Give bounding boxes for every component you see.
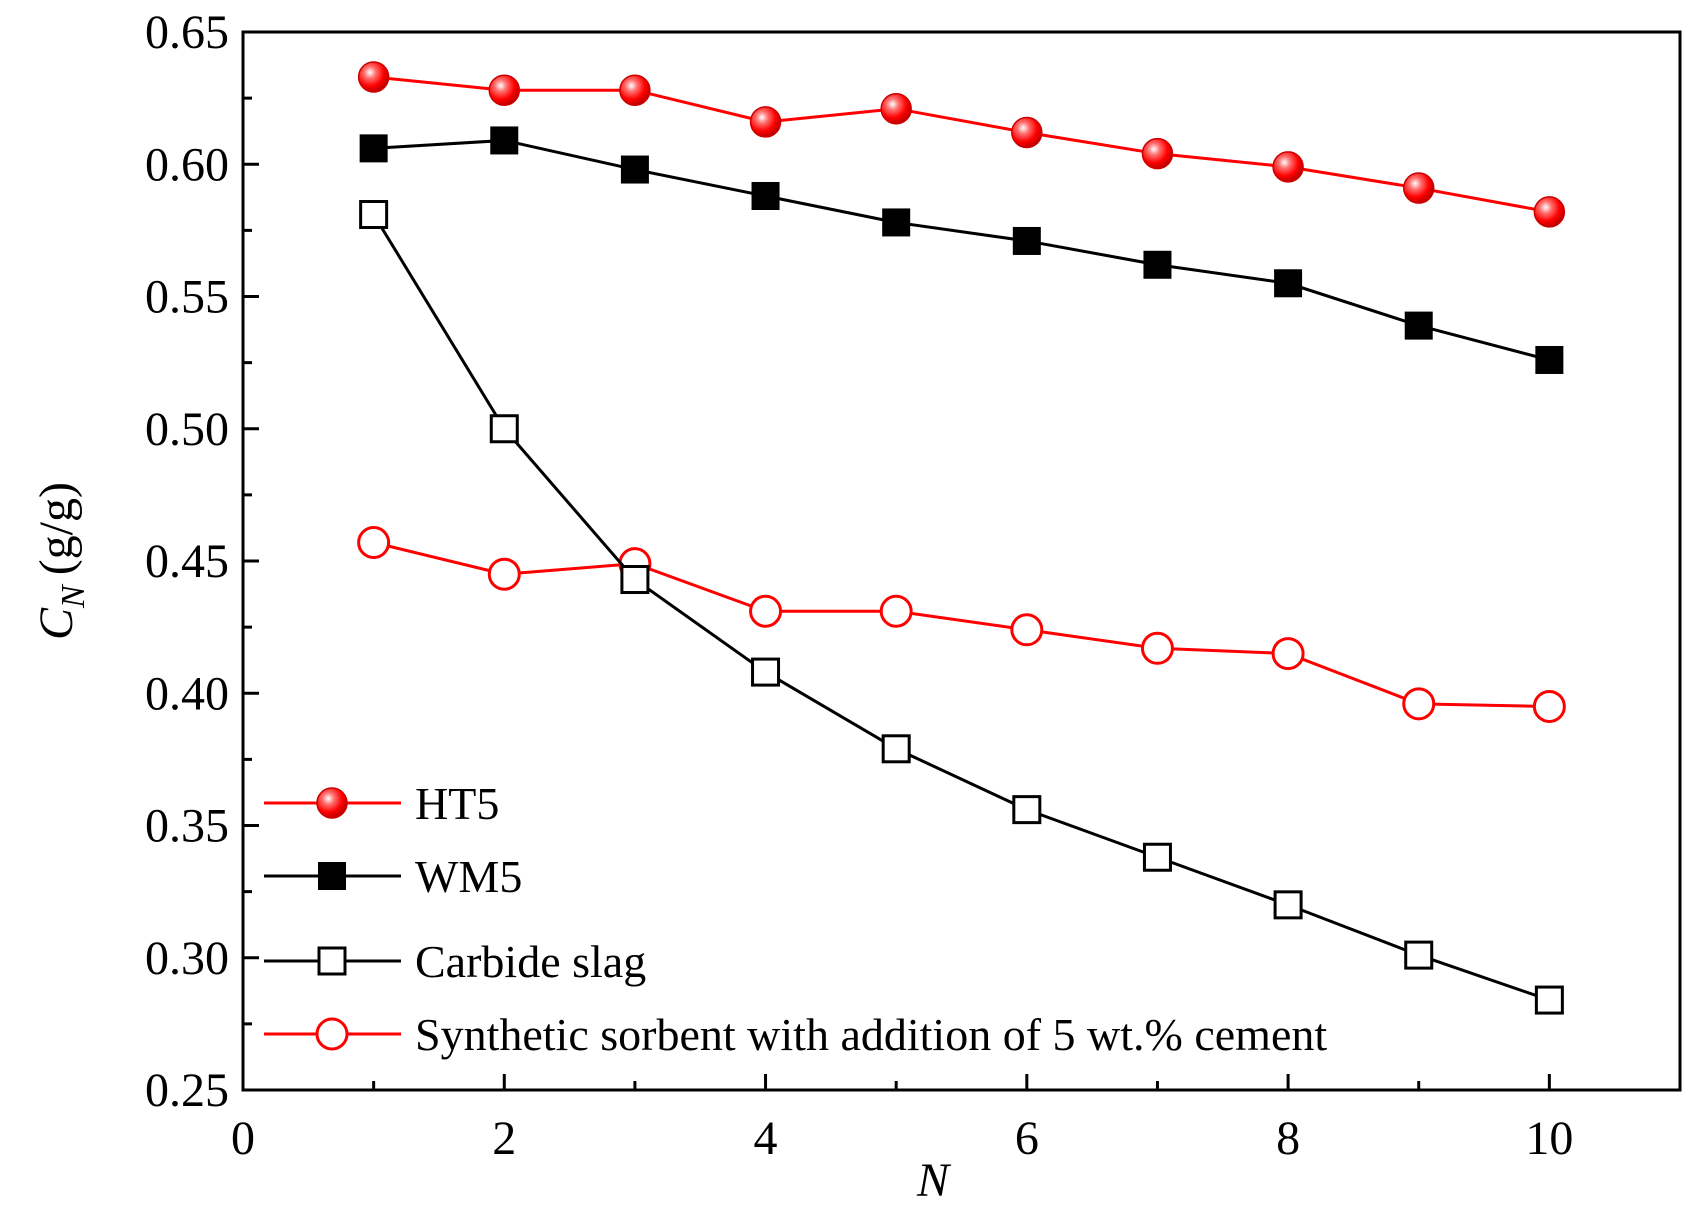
legend-label: Carbide slag <box>415 936 646 987</box>
data-point <box>490 126 519 155</box>
data-point <box>1404 311 1433 340</box>
plot-frame <box>241 30 1682 1092</box>
series-3 <box>357 525 1566 723</box>
x-tick-label: 0 <box>231 1112 255 1165</box>
data-point <box>1534 985 1564 1015</box>
svg-text:CN(g/g): CN (g/g) <box>30 482 92 640</box>
legend-marker <box>317 946 347 976</box>
x-tick-label: 2 <box>492 1112 516 1165</box>
data-point <box>359 200 389 230</box>
y-tick-label: 0.35 <box>145 800 229 853</box>
legend-marker <box>316 787 348 819</box>
series-line <box>373 138 1550 362</box>
data-point <box>1402 172 1435 204</box>
series-0 <box>357 61 1566 228</box>
legend-label: WM5 <box>415 851 522 902</box>
series-line <box>372 213 1550 1002</box>
x-axis-label: N <box>916 1154 952 1207</box>
x-axis-ticks: 0 2 4 6 8 10 <box>231 1074 1682 1165</box>
data-point <box>489 414 519 444</box>
data-point <box>1143 250 1172 279</box>
legend-item: Synthetic sorbent with addition of 5 wt.… <box>264 1009 1327 1060</box>
series-layer <box>357 61 1566 1015</box>
legend-label: HT5 <box>415 778 499 829</box>
data-point <box>1402 687 1436 721</box>
data-point <box>1271 637 1305 671</box>
data-point <box>1404 940 1434 970</box>
data-point <box>357 525 391 559</box>
data-point <box>881 734 911 764</box>
data-point <box>357 61 390 93</box>
legend: HT5 WM5 Carbide slag Synthetic sorbent with… <box>264 778 1327 1060</box>
y-tick-label: 0.30 <box>145 932 229 985</box>
y-tick-label: 0.25 <box>145 1064 229 1117</box>
data-point <box>1011 116 1043 149</box>
y-tick-label: 0.65 <box>145 6 229 59</box>
y-tick-label: 0.60 <box>145 138 229 191</box>
y-tick-label: 0.55 <box>145 271 229 324</box>
x-tick-label: 6 <box>1015 1112 1039 1165</box>
y-axis-label-subscript: N <box>55 583 92 609</box>
legend-label: Synthetic sorbent with addition of 5 wt.… <box>415 1009 1327 1060</box>
data-point <box>751 181 780 210</box>
data-point <box>749 594 783 628</box>
x-tick-label: 10 <box>1525 1112 1573 1165</box>
series-1 <box>359 126 1564 374</box>
data-point <box>1532 689 1566 723</box>
data-point <box>487 557 521 591</box>
data-point <box>1273 890 1303 920</box>
legend-marker <box>315 1017 349 1051</box>
data-point <box>1533 196 1566 228</box>
data-point <box>1274 269 1303 298</box>
data-point <box>1142 842 1172 872</box>
data-point <box>879 594 913 628</box>
data-point <box>620 565 650 595</box>
data-point <box>1272 151 1304 183</box>
x-tick-label: 4 <box>754 1112 778 1165</box>
y-tick-label: 0.50 <box>145 403 229 456</box>
data-point <box>880 92 912 125</box>
data-point <box>488 74 521 106</box>
series-line <box>373 541 1550 708</box>
y-axis-label: CN (g/g) <box>30 482 92 640</box>
y-tick-label: 0.40 <box>145 667 229 720</box>
data-point <box>359 134 388 163</box>
y-axis-label-symbol: C <box>30 607 83 640</box>
x-tick-label: 8 <box>1276 1112 1300 1165</box>
y-tick-label: 0.45 <box>145 535 229 588</box>
data-point <box>620 155 649 184</box>
data-point <box>749 106 782 138</box>
y-axis-ticks: 0.25 0.30 0.35 0.40 0.45 0.50 0.55 0.60 0.65 <box>145 6 259 1117</box>
series-line <box>373 75 1550 214</box>
data-point <box>1141 137 1174 170</box>
y-axis-label-unit: (g/g) <box>30 482 83 575</box>
data-point <box>1012 226 1041 255</box>
data-point <box>1010 613 1044 647</box>
series-2 <box>359 200 1564 1015</box>
legend-marker <box>318 862 346 890</box>
data-point <box>751 657 781 687</box>
data-point <box>1140 631 1174 665</box>
data-point <box>882 208 911 237</box>
data-point <box>619 74 651 106</box>
legend-item: Carbide slag <box>264 936 646 987</box>
legend-item: WM5 <box>264 851 522 902</box>
data-point <box>1012 795 1042 825</box>
legend-item: HT5 <box>264 778 499 829</box>
data-point <box>1535 345 1564 374</box>
